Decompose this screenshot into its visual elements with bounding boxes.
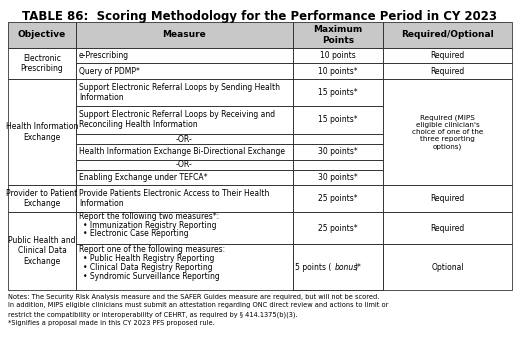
Bar	[8, 185, 76, 212]
Text: 25 points*: 25 points*	[318, 194, 358, 203]
Text: • Public Health Registry Reporting: • Public Health Registry Reporting	[83, 254, 214, 263]
Bar	[293, 63, 383, 79]
Bar	[76, 63, 293, 79]
Text: -OR-: -OR-	[176, 160, 193, 169]
Text: Required: Required	[431, 67, 465, 75]
Text: 5 points (: 5 points (	[295, 263, 331, 272]
Bar	[76, 48, 293, 63]
Text: Public Health and
Clinical Data
Exchange: Public Health and Clinical Data Exchange	[8, 236, 76, 266]
Text: • Electronic Case Reporting: • Electronic Case Reporting	[83, 229, 189, 238]
Text: Maximum
Points: Maximum Points	[314, 25, 363, 44]
Bar	[8, 22, 76, 48]
Text: Notes: The Security Risk Analysis measure and the SAFER Guides measure are requi: Notes: The Security Risk Analysis measur…	[8, 294, 388, 326]
Text: Support Electronic Referral Loops by Receiving and
Reconciling Health Informatio: Support Electronic Referral Loops by Rec…	[79, 110, 275, 130]
Bar	[383, 22, 512, 48]
Bar	[293, 48, 383, 63]
Text: e-Prescribing: e-Prescribing	[79, 51, 129, 60]
Text: 30 points*: 30 points*	[318, 147, 358, 156]
Text: Health Information Exchange Bi-Directional Exchange: Health Information Exchange Bi-Direction…	[79, 147, 285, 156]
Text: 25 points*: 25 points*	[318, 224, 358, 232]
Bar	[76, 22, 293, 48]
Bar	[8, 212, 76, 290]
Bar	[383, 79, 512, 185]
Bar	[8, 79, 76, 185]
Text: Required (MIPS
eligible clinician's
choice of one of the
three reporting
options: Required (MIPS eligible clinician's choi…	[412, 115, 484, 150]
Bar	[293, 134, 383, 144]
Text: Provide Patients Electronic Access to Their Health
Information: Provide Patients Electronic Access to Th…	[79, 189, 269, 208]
Bar	[383, 244, 512, 290]
Text: TABLE 86:  Scoring Methodology for the Performance Period in CY 2023: TABLE 86: Scoring Methodology for the Pe…	[22, 10, 498, 23]
Text: • Syndromic Surveillance Reporting: • Syndromic Surveillance Reporting	[83, 272, 220, 281]
Text: 15 points*: 15 points*	[318, 115, 358, 124]
Bar	[293, 22, 383, 48]
Bar	[8, 48, 76, 79]
Text: Required/Optional: Required/Optional	[401, 30, 494, 40]
Bar	[383, 63, 512, 79]
Bar	[293, 160, 383, 170]
Text: Report the following two measures*:: Report the following two measures*:	[79, 212, 219, 221]
Bar	[383, 185, 512, 212]
Bar	[293, 105, 383, 134]
Text: 10 points*: 10 points*	[318, 67, 358, 75]
Text: Measure: Measure	[163, 30, 206, 40]
Bar	[76, 212, 293, 244]
Bar	[76, 244, 293, 290]
Text: Enabling Exchange under TEFCA*: Enabling Exchange under TEFCA*	[79, 173, 207, 182]
Bar	[293, 185, 383, 212]
Text: -OR-: -OR-	[176, 135, 193, 143]
Bar	[293, 212, 383, 244]
Bar	[383, 48, 512, 63]
Bar	[76, 79, 293, 105]
Text: 10 points: 10 points	[320, 51, 356, 60]
Bar	[383, 22, 512, 48]
Bar	[383, 212, 512, 244]
Text: Provider to Patient
Exchange: Provider to Patient Exchange	[6, 189, 77, 208]
Bar	[76, 105, 293, 134]
Text: • Clinical Data Registry Reporting: • Clinical Data Registry Reporting	[83, 263, 213, 272]
Text: Health Information
Exchange: Health Information Exchange	[6, 122, 78, 142]
Bar	[293, 144, 383, 160]
Text: 30 points*: 30 points*	[318, 173, 358, 182]
Text: Required: Required	[431, 51, 465, 60]
Bar	[76, 160, 293, 170]
Bar	[8, 22, 76, 48]
Bar	[76, 22, 293, 48]
Text: Query of PDMP*: Query of PDMP*	[79, 67, 140, 75]
Bar	[76, 134, 293, 144]
Bar	[293, 244, 383, 290]
Text: )*: )*	[355, 263, 361, 272]
Text: Required: Required	[431, 194, 465, 203]
Bar	[293, 244, 383, 290]
Text: Support Electronic Referral Loops by Sending Health
Information: Support Electronic Referral Loops by Sen…	[79, 83, 280, 102]
Text: 15 points*: 15 points*	[318, 88, 358, 97]
Bar	[76, 170, 293, 185]
Text: Optional: Optional	[432, 263, 464, 272]
Bar	[76, 185, 293, 212]
Bar	[293, 79, 383, 105]
Bar	[293, 22, 383, 48]
Text: Electronic
Prescribing: Electronic Prescribing	[21, 54, 63, 73]
Text: • Immunization Registry Reporting: • Immunization Registry Reporting	[83, 221, 216, 230]
Bar	[293, 170, 383, 185]
Text: Required: Required	[431, 224, 465, 232]
Text: Objective: Objective	[18, 30, 66, 40]
Bar	[76, 144, 293, 160]
Text: bonus: bonus	[335, 263, 358, 272]
Text: Report one of the following measures:: Report one of the following measures:	[79, 245, 225, 254]
